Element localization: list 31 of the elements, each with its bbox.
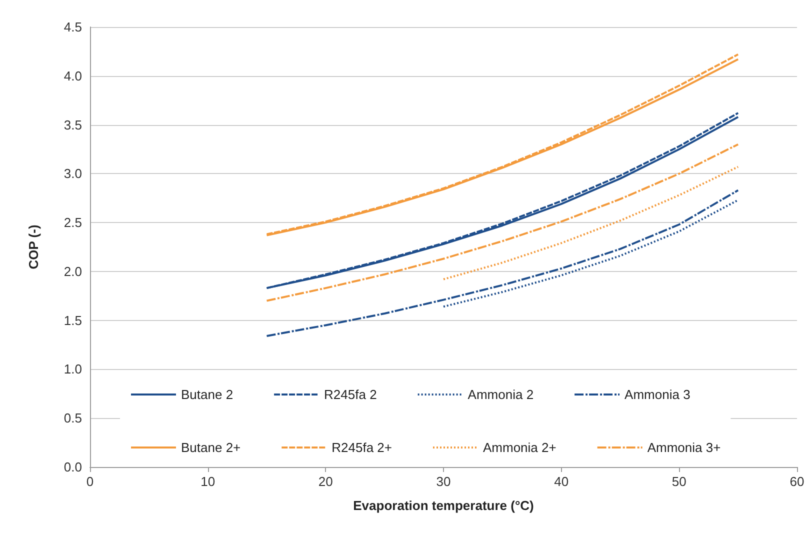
y-axis-title: COP (-) <box>26 224 41 270</box>
legend-label: Ammonia 3 <box>624 387 690 402</box>
y-tick-label: 0.5 <box>64 410 82 426</box>
x-tick-label: 40 <box>554 474 569 489</box>
legend-label: Butane 2 <box>181 387 234 402</box>
legend-label: R245fa 2+ <box>332 440 392 455</box>
x-tick-label: 0 <box>86 474 94 489</box>
x-tick-label: 10 <box>200 474 216 489</box>
line-series <box>442 199 740 308</box>
legend-label: Ammonia 2 <box>468 387 534 402</box>
y-tick-label: 1.5 <box>64 312 82 328</box>
y-tick-label: 1.0 <box>64 362 82 377</box>
y-tick-label: 4.5 <box>64 20 82 34</box>
y-tick-label: 2.5 <box>64 215 82 230</box>
legend-label: Ammonia 2+ <box>482 440 556 455</box>
x-tick-label: 20 <box>318 474 333 489</box>
legend-label: R245fa 2 <box>324 387 377 402</box>
line-series <box>266 189 740 337</box>
y-tick-label: 0.0 <box>64 460 82 474</box>
x-tick-label: 30 <box>436 474 451 489</box>
legend-label: Butane 2+ <box>181 440 241 455</box>
legend-label: Ammonia 3+ <box>647 440 721 455</box>
line-series <box>266 143 740 302</box>
x-tick-label: 60 <box>790 474 804 489</box>
x-tick-label: 50 <box>672 474 686 489</box>
line-series <box>442 166 740 280</box>
x-axis-title: Evaporation temperature (°C) <box>353 498 534 513</box>
y-tick-label: 4.0 <box>64 68 82 84</box>
y-tick-label: 3.5 <box>64 117 82 132</box>
y-tick-label: 2.0 <box>64 264 82 279</box>
y-tick-label: 3.0 <box>64 166 82 182</box>
